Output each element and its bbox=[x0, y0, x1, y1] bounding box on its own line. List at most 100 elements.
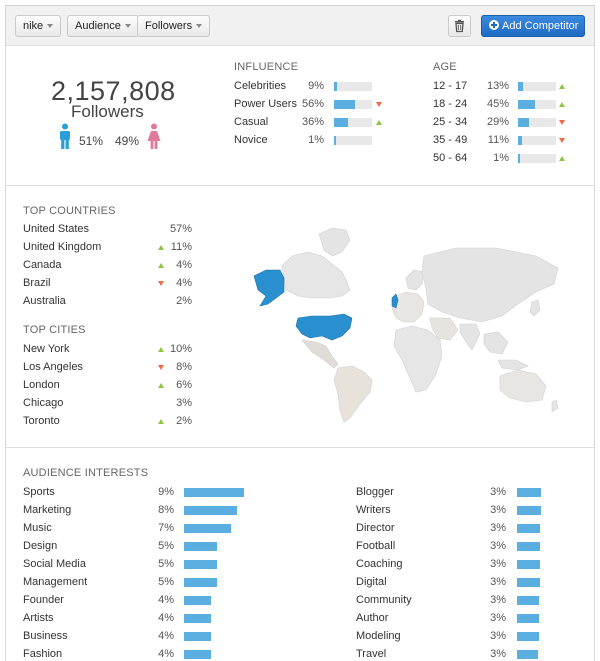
chevron-down-icon bbox=[47, 24, 54, 29]
male-icon bbox=[60, 123, 70, 149]
country-row-label: United Kingdom bbox=[23, 241, 102, 253]
country-row-percentage: 57% bbox=[169, 223, 192, 235]
interest-label: Design bbox=[23, 540, 58, 552]
trend-up-icon bbox=[158, 245, 164, 250]
trend-up-icon bbox=[158, 263, 164, 268]
interest-bar bbox=[517, 614, 539, 623]
influence-row-bar bbox=[334, 82, 372, 91]
trend-down-icon bbox=[158, 281, 164, 286]
interest-bar bbox=[517, 632, 539, 641]
interest-label: Music bbox=[23, 522, 52, 534]
trend-up-icon bbox=[158, 383, 164, 388]
chevron-down-icon bbox=[124, 24, 131, 29]
interest-percentage: 9% bbox=[158, 486, 174, 498]
age-row-percentage: 11% bbox=[487, 134, 509, 146]
interest-label: Fashion bbox=[23, 648, 63, 660]
followers-label: Followers bbox=[71, 102, 144, 121]
influence-row-label: Power Users bbox=[234, 98, 297, 110]
trend-down-icon bbox=[158, 365, 164, 370]
interest-label: Sports bbox=[23, 486, 55, 498]
influence-row-label: Celebrities bbox=[234, 80, 286, 92]
add-competitor-button[interactable]: Add Competitor bbox=[481, 15, 585, 37]
country-row-label: Australia bbox=[23, 295, 66, 307]
country-row-label: Brazil bbox=[23, 277, 51, 289]
interest-percentage: 4% bbox=[158, 630, 174, 642]
audience-dropdown[interactable]: Audience bbox=[67, 15, 139, 37]
city-row-label: Toronto bbox=[23, 415, 60, 427]
influence-row-percentage: 9% bbox=[308, 80, 324, 92]
interest-label: Founder bbox=[23, 594, 64, 606]
interest-percentage: 3% bbox=[490, 540, 506, 552]
brand-dropdown[interactable]: nike bbox=[15, 15, 62, 37]
country-row-percentage: 2% bbox=[176, 295, 192, 307]
interest-bar bbox=[517, 542, 540, 551]
city-row-label: Los Angeles bbox=[23, 361, 83, 373]
influence-row-bar-fill bbox=[334, 100, 356, 109]
age-row-bar-fill bbox=[518, 154, 520, 163]
age-row-bar bbox=[518, 100, 556, 109]
trend-up-icon bbox=[559, 84, 565, 89]
followers-dropdown[interactable]: Followers bbox=[137, 15, 211, 37]
interest-label: Community bbox=[356, 594, 412, 606]
influence-row-bar-fill bbox=[334, 118, 348, 127]
city-row-percentage: 2% bbox=[176, 415, 192, 427]
trend-up-icon bbox=[158, 419, 164, 424]
delete-button[interactable] bbox=[448, 15, 471, 37]
interest-bar bbox=[184, 506, 237, 515]
age-row-label: 18 - 24 bbox=[433, 98, 468, 110]
country-row-percentage: 11% bbox=[170, 241, 192, 253]
age-row-bar bbox=[518, 82, 556, 91]
age-row-percentage: 1% bbox=[493, 152, 509, 164]
female-percentage: 49% bbox=[115, 134, 140, 148]
age-row-bar bbox=[518, 118, 556, 127]
world-map[interactable] bbox=[246, 226, 566, 426]
age-row-bar-fill bbox=[518, 136, 523, 145]
influence-row-percentage: 36% bbox=[301, 116, 324, 128]
interest-percentage: 5% bbox=[158, 558, 174, 570]
toolbar: nike Audience Followers Add Competitor bbox=[6, 6, 594, 46]
audience-interests-title: AUDIENCE INTERESTS bbox=[23, 467, 149, 479]
interest-bar bbox=[184, 650, 211, 659]
add-competitor-label: Add Competitor bbox=[502, 20, 579, 32]
interest-percentage: 3% bbox=[490, 486, 506, 498]
interest-label: Author bbox=[356, 612, 389, 624]
interest-bar bbox=[517, 650, 538, 659]
trend-up-icon bbox=[376, 120, 382, 125]
interest-label: Modeling bbox=[356, 630, 401, 642]
interest-percentage: 3% bbox=[490, 558, 506, 570]
city-row-label: London bbox=[23, 379, 60, 391]
interest-percentage: 3% bbox=[490, 522, 506, 534]
age-title: AGE bbox=[433, 61, 457, 73]
interest-label: Blogger bbox=[356, 486, 394, 498]
trend-up-icon bbox=[158, 347, 164, 352]
interest-label: Management bbox=[23, 576, 88, 588]
influence-row-bar bbox=[334, 136, 372, 145]
interest-label: Business bbox=[23, 630, 68, 642]
trash-icon bbox=[455, 19, 464, 33]
influence-row-bar-fill bbox=[334, 82, 338, 91]
age-row-percentage: 29% bbox=[486, 116, 509, 128]
chevron-down-icon bbox=[196, 24, 203, 29]
interest-percentage: 3% bbox=[490, 612, 506, 624]
brand-dropdown-label: nike bbox=[23, 20, 44, 32]
age-row-bar-fill bbox=[518, 100, 536, 109]
age-row-label: 25 - 34 bbox=[433, 116, 468, 128]
interest-label: Digital bbox=[356, 576, 387, 588]
interest-label: Travel bbox=[356, 648, 387, 660]
trend-down-icon bbox=[559, 120, 565, 125]
competitor-panel: nike Audience Followers Add Competitor 2… bbox=[5, 5, 595, 661]
interest-label: Writers bbox=[356, 504, 391, 516]
age-row-bar bbox=[518, 136, 556, 145]
section-divider bbox=[6, 185, 594, 186]
interest-bar bbox=[517, 506, 541, 515]
age-row-bar bbox=[518, 154, 556, 163]
trend-up-icon bbox=[559, 156, 565, 161]
interest-percentage: 5% bbox=[158, 540, 174, 552]
city-row-percentage: 6% bbox=[176, 379, 192, 391]
interest-percentage: 3% bbox=[490, 504, 506, 516]
interest-label: Social Media bbox=[23, 558, 86, 570]
interest-bar bbox=[184, 560, 217, 569]
age-row-bar-fill bbox=[518, 118, 530, 127]
interest-bar bbox=[517, 488, 541, 497]
interest-percentage: 7% bbox=[158, 522, 174, 534]
